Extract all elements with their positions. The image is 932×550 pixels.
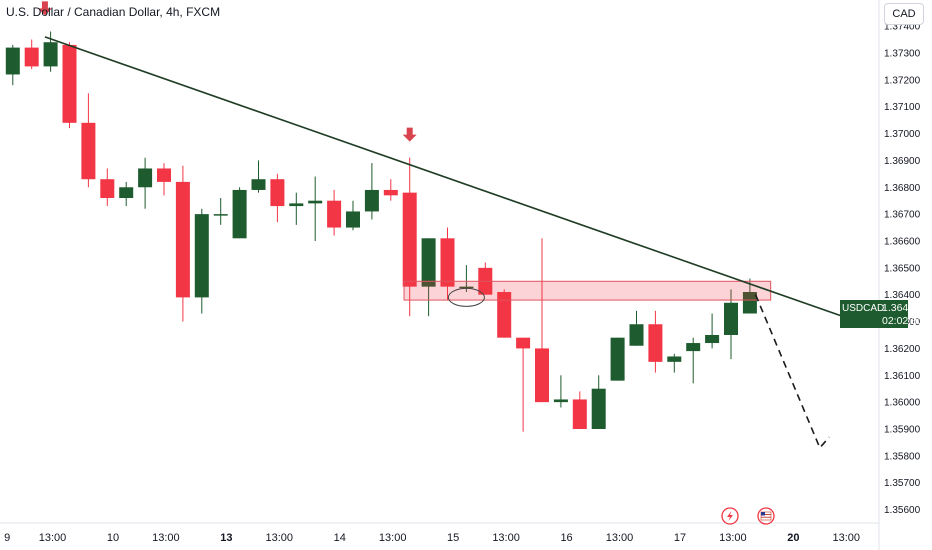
- candle-body: [629, 324, 644, 346]
- candle-body: [251, 179, 266, 190]
- candle-body: [440, 238, 455, 287]
- price-axis[interactable]: 1.37400 1.37300 1.37200 1.37100 1.37000 1.369…: [884, 22, 921, 516]
- time-tick-label: 15: [447, 532, 459, 544]
- flash-icon[interactable]: [721, 507, 739, 525]
- price-tick-label: 1.37000: [884, 129, 921, 140]
- time-tick-label: 13:00: [152, 532, 180, 544]
- time-tick-label: 10: [107, 532, 119, 544]
- candle-body: [81, 122, 96, 180]
- candle-body: [138, 168, 153, 188]
- time-tick-label: 13:00: [606, 532, 634, 544]
- price-tick-label: 1.36500: [884, 263, 921, 274]
- candle-body: [232, 189, 247, 239]
- price-tick-label: 1.36200: [884, 344, 921, 355]
- time-tick-label: 13:00: [719, 532, 747, 544]
- candle-body: [705, 334, 720, 344]
- flag-icon[interactable]: [757, 507, 775, 525]
- candle-body: [119, 187, 134, 199]
- candle-body: [270, 179, 285, 207]
- candle-body: [610, 337, 625, 381]
- candle-body: [516, 337, 531, 349]
- time-tick-label: 16: [560, 532, 572, 544]
- down-arrow-marker: [37, 1, 52, 16]
- candle-body: [553, 399, 568, 403]
- candle-body: [572, 399, 587, 429]
- price-tick-label: 1.36000: [884, 398, 921, 409]
- candle-body: [5, 47, 20, 75]
- price-tick-label: 1.36600: [884, 236, 921, 247]
- candle-body: [402, 192, 417, 287]
- price-tick-label: 1.37400: [884, 22, 921, 33]
- price-tick-label: 1.35700: [884, 478, 921, 489]
- price-tick-label: 1.36900: [884, 156, 921, 167]
- drawings-layer: [37, 1, 874, 450]
- price-tick-label: 1.35900: [884, 424, 921, 435]
- price-tick-label: 1.37100: [884, 102, 921, 113]
- candle-body: [667, 356, 682, 362]
- price-tick-label: 1.36400: [884, 290, 921, 301]
- time-tick-label: 13:00: [39, 532, 67, 544]
- time-tick-label: 13: [220, 532, 232, 544]
- candle-body: [686, 343, 701, 352]
- candle-body: [459, 286, 474, 289]
- time-tick-label: 13:00: [492, 532, 520, 544]
- price-tick-label: 1.37200: [884, 75, 921, 86]
- time-tick-label: 13:00: [833, 532, 861, 544]
- candle-body: [289, 203, 304, 207]
- price-tick-label: 1.36800: [884, 183, 921, 194]
- candle-body: [175, 181, 190, 298]
- time-tick-label: 13:00: [266, 532, 294, 544]
- price-tag-countdown: 02:02:30: [882, 315, 923, 327]
- time-tick-label: 20: [787, 532, 799, 544]
- price-tick-label: 1.36100: [884, 371, 921, 382]
- candle-body: [100, 179, 115, 199]
- time-tick-label: 13:00: [379, 532, 407, 544]
- currency-button[interactable]: CAD: [884, 3, 924, 25]
- price-tick-label: 1.37300: [884, 48, 921, 59]
- candle-body: [327, 200, 342, 228]
- candle-body: [497, 292, 512, 338]
- candle-body: [648, 324, 663, 362]
- last-price-tag: USDCAD 1.36414 02:02:30: [840, 300, 923, 328]
- price-tick-label: 1.36700: [884, 210, 921, 221]
- candle-body: [724, 302, 738, 335]
- price-tag-symbol: USDCAD: [842, 303, 885, 314]
- candle-body: [421, 238, 436, 287]
- candle-body: [43, 42, 58, 67]
- candles-layer: [5, 31, 757, 432]
- candle-body: [346, 211, 360, 228]
- retest-ellipse: [447, 287, 485, 307]
- candle-body: [157, 168, 171, 182]
- candle-body: [308, 200, 323, 204]
- chart-title: U.S. Dollar / Canadian Dollar, 4h, FXCM: [6, 5, 221, 19]
- time-tick-label: 14: [334, 532, 346, 544]
- candle-body: [194, 214, 209, 298]
- price-tick-label: 1.35600: [884, 505, 921, 516]
- projected-path: [754, 294, 830, 450]
- candle-body: [62, 44, 77, 123]
- time-axis[interactable]: 9 13:00 10 13:00 13 13:00 14 13:00 15 13:00 16 13:0…: [4, 532, 860, 544]
- time-tick-label: 17: [674, 532, 686, 544]
- price-tag-value: 1.36414: [882, 302, 920, 314]
- price-tick-label: 1.35800: [884, 451, 921, 462]
- candle-body: [364, 189, 379, 212]
- candle-body: [535, 348, 549, 403]
- resistance-zone: [403, 280, 772, 301]
- candle-body: [383, 189, 398, 196]
- candle-body: [742, 292, 757, 314]
- candle-body: [24, 47, 39, 67]
- time-tick-label: 9: [4, 532, 10, 544]
- down-arrow-marker: [402, 127, 417, 142]
- descending-trendline: [44, 36, 874, 328]
- candle-body: [591, 388, 606, 429]
- candle-body: [213, 214, 228, 216]
